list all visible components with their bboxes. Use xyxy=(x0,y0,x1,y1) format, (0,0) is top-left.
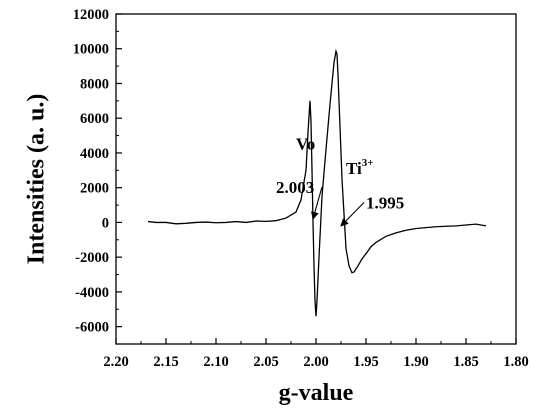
series-line xyxy=(147,48,487,317)
y-tick-label: 12000 xyxy=(73,7,109,23)
x-tick-label: 1.85 xyxy=(453,354,478,370)
x-tick-label: 1.90 xyxy=(403,354,428,370)
y-tick-label: 6000 xyxy=(80,111,109,127)
annotation-label: 1.995 xyxy=(366,194,404,213)
y-axis-title: Intensities (a. u.) xyxy=(24,94,50,265)
y-tick-label: 2000 xyxy=(80,181,109,197)
x-tick-label: 2.20 xyxy=(103,354,128,370)
y-tick-label: 0 xyxy=(102,215,109,231)
x-tick-label: 2.10 xyxy=(203,354,228,370)
y-tick-label: -4000 xyxy=(75,285,109,301)
annotations: Vo Ti3+ 2.003 1.995 xyxy=(276,134,404,227)
y-axis: -6000 -4000 -2000 0 2000 4000 6000 8000 10000 120… xyxy=(73,7,122,345)
y-tick-label: -2000 xyxy=(75,250,109,266)
annotation-arrow xyxy=(311,186,323,220)
y-tick-label: 8000 xyxy=(80,76,109,92)
x-tick-label: 2.15 xyxy=(153,354,178,370)
x-axis-title: g-value xyxy=(279,380,354,406)
annotation-label: Ti3+ xyxy=(346,157,374,178)
x-tick-label: 2.00 xyxy=(303,354,328,370)
x-axis: 2.20 2.15 2.10 2.05 2.00 1.95 1.90 1.85 1.80 xyxy=(103,338,529,370)
annotation-arrow xyxy=(340,202,365,227)
plot-area-frame xyxy=(115,13,517,345)
y-tick-label: 10000 xyxy=(73,42,109,58)
y-tick-label: -6000 xyxy=(75,320,109,336)
x-tick-label: 1.95 xyxy=(353,354,378,370)
x-tick-label: 2.05 xyxy=(253,354,278,370)
y-tick-label: 4000 xyxy=(80,146,109,162)
x-tick-label: 1.80 xyxy=(503,354,528,370)
annotation-label: Vo xyxy=(296,134,315,153)
annotation-label: 2.003 xyxy=(276,178,314,197)
